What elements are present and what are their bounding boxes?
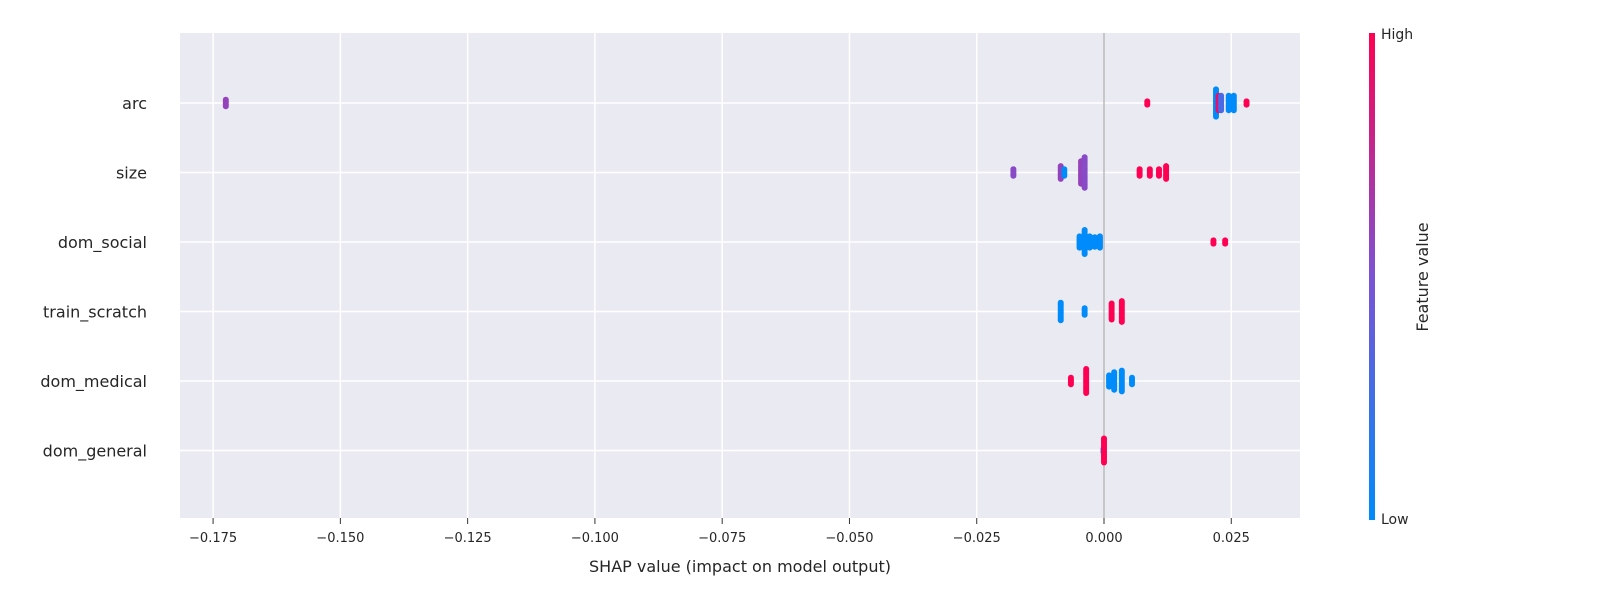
data-point: [1108, 316, 1115, 323]
x-tick-label: −0.050: [825, 531, 873, 546]
data-points: [222, 86, 1250, 466]
data-point: [1210, 240, 1217, 247]
data-point: [1096, 244, 1103, 251]
data-point: [1111, 386, 1118, 393]
data-point: [1061, 172, 1068, 179]
data-point: [1136, 172, 1143, 179]
plot-background: [180, 33, 1300, 518]
data-point: [222, 103, 229, 110]
x-tick-label: −0.150: [316, 531, 364, 546]
data-point: [1230, 107, 1237, 114]
data-point: [1218, 107, 1225, 114]
data-point: [1163, 175, 1170, 182]
x-tick-label: 0.000: [1085, 531, 1122, 546]
data-point: [1076, 244, 1083, 251]
feature-label: dom_social: [58, 233, 147, 253]
data-point: [1118, 388, 1125, 395]
colorbar: [1369, 33, 1375, 520]
data-point: [1118, 318, 1125, 325]
data-point: [1155, 172, 1162, 179]
feature-label: dom_general: [43, 442, 147, 462]
data-point: [1222, 240, 1229, 247]
data-point: [1106, 383, 1113, 390]
data-point: [1144, 101, 1151, 108]
colorbar-high-label: High: [1381, 27, 1413, 43]
data-point: [1101, 459, 1107, 466]
data-point: [1081, 311, 1088, 318]
data-point: [1129, 381, 1135, 388]
x-tick-label: −0.075: [698, 531, 746, 546]
data-point: [1225, 107, 1232, 114]
feature-label: size: [116, 164, 147, 183]
data-point: [1086, 244, 1093, 251]
data-point: [1081, 184, 1088, 191]
data-point: [1010, 172, 1017, 179]
data-point: [1146, 172, 1153, 179]
data-point: [1067, 381, 1074, 388]
data-point: [1057, 317, 1064, 324]
data-point: [1083, 390, 1090, 396]
data-point: [1091, 243, 1098, 250]
x-tick-label: −0.100: [571, 531, 619, 546]
feature-label: train_scratch: [43, 303, 147, 323]
feature-label: dom_medical: [40, 372, 147, 392]
x-tick-label: −0.175: [189, 531, 237, 546]
feature-label: arc: [122, 94, 147, 113]
data-point: [1243, 101, 1250, 108]
data-point: [1081, 251, 1088, 257]
colorbar-title: Feature value: [1413, 222, 1432, 331]
x-tick-label: −0.125: [444, 531, 492, 546]
data-point: [1213, 113, 1219, 120]
feature-labels: arc size dom_social train_scratch dom_medica…: [40, 94, 147, 462]
x-axis-ticks: −0.175 −0.150 −0.125 −0.100 −0.075 −0.050 −0.0…: [189, 518, 1250, 546]
colorbar-low-label: Low: [1381, 512, 1409, 528]
x-tick-label: 0.025: [1213, 531, 1250, 546]
x-tick-label: −0.025: [953, 531, 1001, 546]
x-axis-title: SHAP value (impact on model output): [589, 557, 891, 576]
